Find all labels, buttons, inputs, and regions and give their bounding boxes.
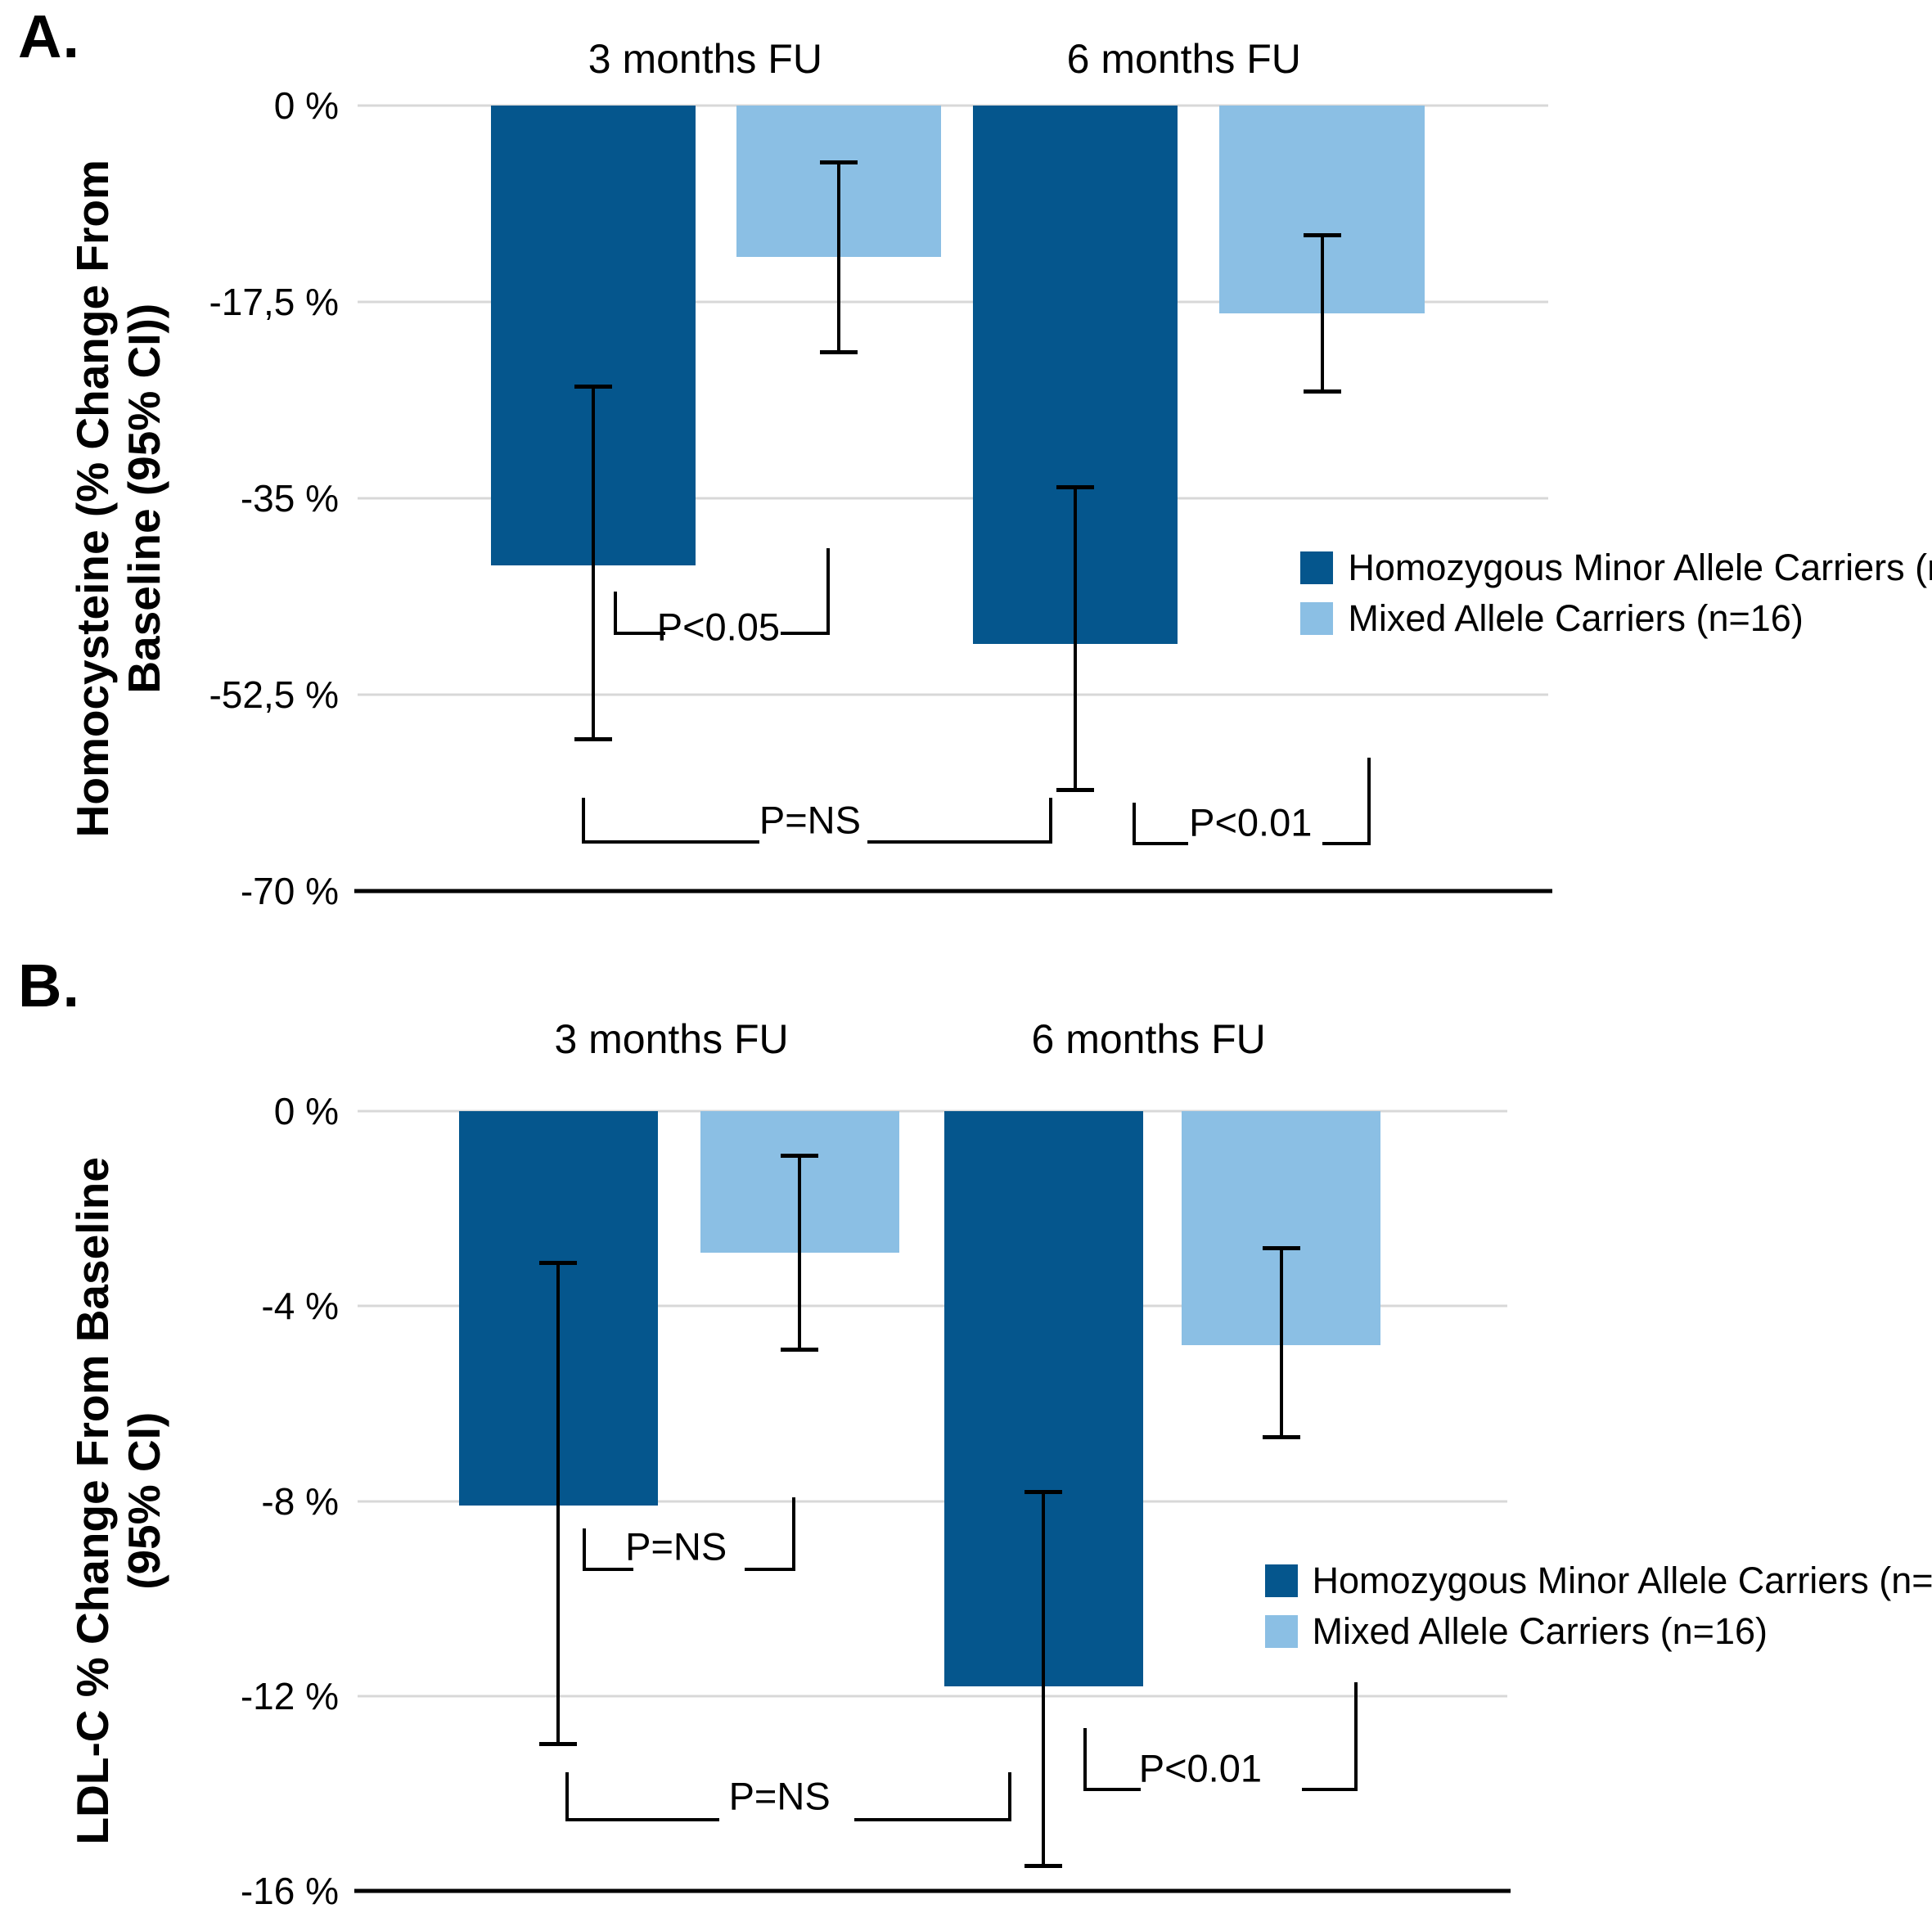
legend-label-mixed: Mixed Allele Carriers (n=16)	[1348, 596, 1804, 639]
significance-bracket-right	[867, 797, 1053, 844]
significance-bracket-left	[1133, 803, 1189, 846]
legend-item-mixed: Mixed Allele Carriers (n=16)	[1264, 1609, 1932, 1653]
y-axis-tick-labels: 0 % -4 % -8 % -12 % -16 %	[0, 1090, 347, 1912]
group-label-6-months-fu: 6 months FU	[1031, 1016, 1266, 1062]
gridline	[358, 104, 1548, 107]
y-axis-tick-label: -4 %	[261, 1285, 339, 1328]
y-axis-tick-label: -52,5 %	[209, 673, 339, 716]
y-axis-tick-label: -17,5 %	[209, 281, 339, 323]
error-bar-95ci	[1262, 1245, 1300, 1440]
error-bar-95ci	[1303, 232, 1341, 394]
gridline	[358, 300, 1548, 304]
gridline	[358, 1110, 1507, 1113]
error-bar-95ci	[574, 384, 613, 741]
gridline	[358, 1500, 1507, 1502]
legend-swatch-mixed	[1264, 1614, 1298, 1648]
legend: Homozygous Minor Allele Carriers (n=10) …	[1300, 547, 1932, 640]
gridline	[358, 693, 1548, 696]
significance-bracket-left	[1083, 1727, 1141, 1792]
legend-swatch-homozygous	[1300, 551, 1334, 584]
plot-area-ldl-c: 3 months FU 6 months FU Homozygous Minor…	[354, 1016, 1932, 1893]
panel-b: B. LDL-C % Change From Baseline (95% CI)…	[0, 949, 1932, 1912]
p-value-label: P<0.05	[656, 605, 780, 649]
legend-swatch-mixed	[1300, 601, 1334, 635]
significance-bracket-right	[1301, 1681, 1358, 1792]
y-axis-tick-label: -70 %	[240, 870, 339, 912]
plot-area-homocysteine: 3 months FU 6 months FU Homozygous Minor…	[354, 36, 1932, 893]
p-value-label: P=NS	[728, 1774, 831, 1818]
legend-item-homozygous: Homozygous Minor Allele Carriers (n=10)	[1264, 1559, 1932, 1602]
p-value-label: P<0.01	[1138, 1746, 1262, 1790]
p-value-label: P=NS	[759, 798, 861, 842]
significance-bracket-left	[583, 1528, 633, 1572]
error-bar-95ci	[1056, 485, 1095, 792]
panel-a: A. Homocysteine (% Change From Baseline …	[0, 0, 1932, 949]
gridline	[358, 1695, 1507, 1698]
y-axis-tick-labels: 0 % -17,5 % -35 % -52,5 % -70 %	[0, 84, 347, 912]
legend-label-homozygous: Homozygous Minor Allele Carriers (n=10)	[1312, 1559, 1932, 1601]
group-label-3-months-fu: 3 months FU	[554, 1016, 789, 1062]
legend-label-mixed: Mixed Allele Carriers (n=16)	[1312, 1609, 1768, 1652]
error-bar-95ci	[781, 1153, 819, 1352]
legend-item-homozygous: Homozygous Minor Allele Carriers (n=10)	[1300, 547, 1932, 589]
error-bar-95ci	[539, 1260, 578, 1747]
y-axis-tick-label: -8 %	[261, 1479, 339, 1523]
legend-label-homozygous: Homozygous Minor Allele Carriers (n=10)	[1348, 546, 1932, 588]
error-bar-95ci	[819, 160, 858, 354]
p-value-label: P<0.01	[1189, 800, 1313, 844]
significance-bracket-right	[1322, 757, 1371, 846]
group-label-3-months-fu: 3 months FU	[588, 36, 822, 82]
significance-bracket-left	[565, 1772, 720, 1822]
y-axis-tick-label: 0 %	[273, 1090, 339, 1132]
legend: Homozygous Minor Allele Carriers (n=10) …	[1264, 1559, 1932, 1653]
y-axis-tick-label: -12 %	[240, 1674, 339, 1717]
panel-a-letter: A.	[18, 2, 80, 70]
y-axis-tick-label: -35 %	[240, 477, 339, 520]
legend-item-mixed: Mixed Allele Carriers (n=16)	[1300, 597, 1932, 640]
p-value-label: P=NS	[625, 1524, 727, 1569]
panel-b-letter: B.	[18, 952, 80, 1020]
significance-bracket-left	[581, 797, 760, 844]
error-bar-95ci	[1025, 1489, 1063, 1869]
gridline	[358, 497, 1548, 500]
significance-bracket-left	[613, 592, 666, 636]
group-label-6-months-fu: 6 months FU	[1066, 36, 1301, 82]
y-axis-tick-label: 0 %	[273, 84, 339, 127]
x-axis-line	[354, 1888, 1511, 1893]
x-axis-line	[354, 889, 1552, 893]
significance-bracket-right	[853, 1772, 1012, 1822]
gridline	[358, 1304, 1507, 1308]
y-axis-tick-label: -16 %	[240, 1870, 339, 1912]
significance-bracket-right	[745, 1497, 796, 1572]
legend-swatch-homozygous	[1264, 1564, 1298, 1597]
significance-bracket-right	[780, 548, 831, 636]
